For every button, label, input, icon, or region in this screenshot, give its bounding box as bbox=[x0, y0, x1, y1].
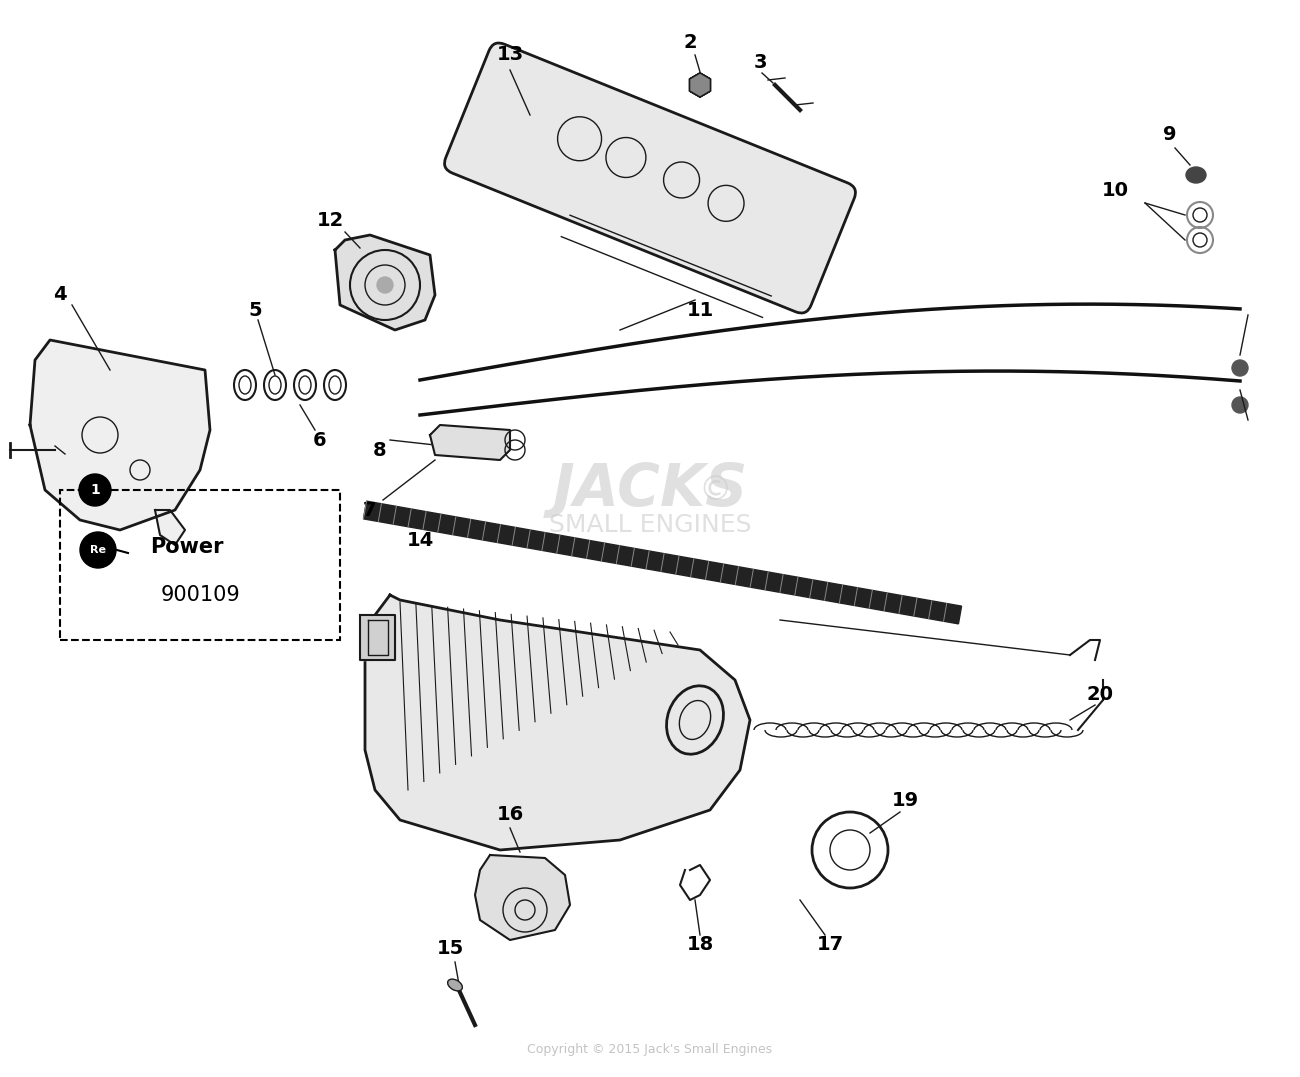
Text: 8: 8 bbox=[373, 440, 387, 460]
Text: Copyright © 2015 Jack's Small Engines: Copyright © 2015 Jack's Small Engines bbox=[528, 1043, 772, 1055]
Circle shape bbox=[79, 474, 110, 506]
Text: 7: 7 bbox=[363, 501, 377, 519]
Text: 17: 17 bbox=[816, 936, 844, 954]
Polygon shape bbox=[430, 425, 510, 460]
Text: 9: 9 bbox=[1164, 126, 1176, 144]
Text: 13: 13 bbox=[497, 45, 524, 65]
Ellipse shape bbox=[447, 979, 463, 991]
Text: 15: 15 bbox=[437, 938, 464, 957]
Text: 14: 14 bbox=[407, 531, 434, 549]
Text: SMALL ENGINES: SMALL ENGINES bbox=[549, 513, 751, 537]
Text: 19: 19 bbox=[892, 791, 919, 810]
Text: 11: 11 bbox=[686, 300, 714, 320]
Text: 5: 5 bbox=[248, 300, 261, 320]
Polygon shape bbox=[360, 615, 395, 660]
Circle shape bbox=[377, 277, 393, 293]
Text: 18: 18 bbox=[686, 936, 714, 954]
Text: 16: 16 bbox=[497, 806, 524, 825]
Text: 4: 4 bbox=[53, 285, 66, 305]
Ellipse shape bbox=[1186, 167, 1206, 183]
Text: Power: Power bbox=[150, 537, 224, 557]
Circle shape bbox=[1232, 360, 1248, 376]
Text: 10: 10 bbox=[1101, 181, 1128, 199]
Polygon shape bbox=[364, 501, 962, 624]
Text: 900109: 900109 bbox=[160, 585, 240, 605]
Polygon shape bbox=[155, 510, 185, 545]
Text: 3: 3 bbox=[753, 53, 767, 71]
Text: 20: 20 bbox=[1087, 685, 1114, 704]
Text: 12: 12 bbox=[316, 210, 343, 229]
Text: 6: 6 bbox=[313, 431, 326, 449]
Text: JACKS: JACKS bbox=[552, 462, 748, 518]
Text: 1: 1 bbox=[90, 482, 100, 496]
Text: ©: © bbox=[698, 474, 732, 506]
Text: 2: 2 bbox=[684, 32, 697, 52]
Circle shape bbox=[81, 532, 116, 568]
FancyBboxPatch shape bbox=[445, 43, 855, 313]
Polygon shape bbox=[474, 855, 569, 940]
Polygon shape bbox=[365, 595, 750, 850]
Circle shape bbox=[1232, 397, 1248, 412]
Text: Re: Re bbox=[90, 545, 107, 555]
Polygon shape bbox=[30, 340, 211, 530]
Polygon shape bbox=[335, 235, 436, 330]
